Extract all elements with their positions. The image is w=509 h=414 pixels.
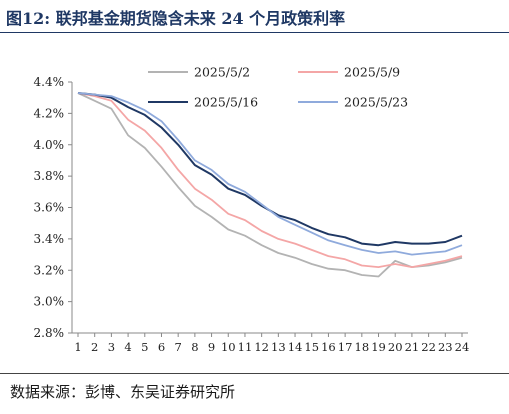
series-line-1 (77, 92, 463, 278)
y-tick-label: 3.2% (34, 263, 65, 277)
y-tick-label: 3.8% (34, 169, 65, 183)
x-tick-label: 7 (175, 340, 182, 354)
figure-title: 图12: 联邦基金期货隐含未来 24 个月政策利率 (6, 9, 346, 28)
legend-label-3: 2025/5/16 (194, 95, 258, 110)
x-tick-label: 22 (421, 340, 436, 354)
x-tick-label: 23 (438, 340, 453, 354)
x-tick-label: 20 (388, 340, 403, 354)
series-line-4 (77, 92, 463, 256)
y-tick-label: 3.0% (34, 295, 65, 309)
x-tick-label: 10 (221, 340, 236, 354)
series-line-2 (77, 92, 463, 269)
x-tick-label: 2 (91, 340, 98, 354)
y-tick-label: 4.4% (34, 75, 65, 89)
x-tick-label: 16 (321, 340, 336, 354)
x-tick-label: 3 (108, 340, 115, 354)
legend-label-1: 2025/5/2 (194, 65, 250, 80)
x-tick-label: 11 (238, 340, 253, 354)
series-line-3 (77, 92, 463, 247)
x-tick-label: 19 (371, 340, 386, 354)
x-tick-label: 18 (355, 340, 370, 354)
y-tick-label: 3.6% (34, 201, 65, 215)
x-tick-label: 12 (254, 340, 269, 354)
x-tick-label: 8 (191, 340, 198, 354)
x-tick-label: 5 (141, 340, 148, 354)
y-tick-label: 2.8% (34, 326, 65, 340)
x-tick-label: 13 (271, 340, 286, 354)
y-tick-label: 3.4% (34, 232, 65, 246)
x-tick-label: 4 (124, 340, 131, 354)
x-tick-label: 14 (288, 340, 303, 354)
x-tick-label: 15 (304, 340, 319, 354)
x-tick-label: 6 (158, 340, 165, 354)
y-tick-label: 4.2% (34, 106, 65, 120)
x-tick-label: 1 (74, 340, 81, 354)
legend-label-2: 2025/5/9 (344, 65, 400, 80)
title-rule (0, 32, 509, 33)
source-note: 数据来源：彭博、东吴证券研究所 (10, 383, 236, 401)
figure-header: 图12: 联邦基金期货隐含未来 24 个月政策利率 (0, 0, 509, 34)
source-rule (0, 373, 509, 374)
x-tick-label: 21 (405, 340, 420, 354)
line-chart: 2.8%3.0%3.2%3.4%3.6%3.8%4.0%4.2%4.4%1 2 3 4… (34, 65, 470, 355)
y-tick-label: 4.0% (34, 138, 65, 152)
x-tick-label: 17 (338, 340, 353, 354)
x-tick-label: 24 (455, 340, 470, 354)
x-tick-label: 9 (208, 340, 215, 354)
legend-label-4: 2025/5/23 (344, 95, 408, 110)
